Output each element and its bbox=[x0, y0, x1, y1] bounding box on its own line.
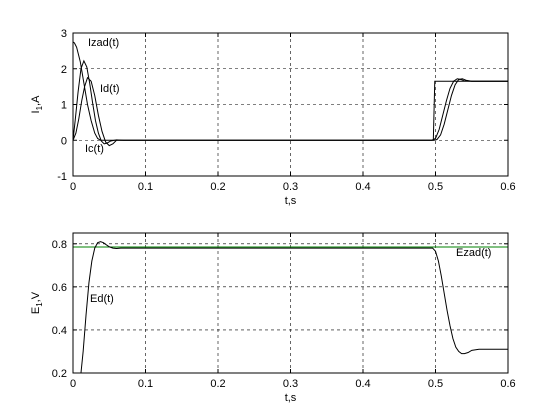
x-tick-label: 0.2 bbox=[210, 181, 225, 193]
x-tick-label: 0 bbox=[70, 378, 76, 390]
y-tick-label: 3 bbox=[61, 28, 67, 40]
series-line-izadt bbox=[72, 41, 508, 141]
y-tick-label: 0.2 bbox=[52, 368, 67, 380]
x-tick-label: 0.1 bbox=[138, 378, 153, 390]
x-tick-label: 0.3 bbox=[283, 181, 298, 193]
y-tick-label: -1 bbox=[57, 171, 67, 183]
y-tick-label: 0.8 bbox=[52, 239, 67, 251]
y-axis-label: E1,V bbox=[30, 291, 44, 314]
y-tick-label: 0.6 bbox=[52, 282, 67, 294]
series-line-edt bbox=[80, 241, 508, 374]
x-tick-label: 0.6 bbox=[500, 378, 515, 390]
annotation-izadt: Izad(t) bbox=[88, 37, 119, 49]
y-tick-label: 0.4 bbox=[52, 325, 67, 337]
y-axis-label: I1,A bbox=[30, 95, 44, 114]
y-tick-label: 0 bbox=[61, 135, 67, 147]
x-axis-label: t,s bbox=[285, 195, 297, 207]
top-current-plot: 0 0.1 0.2 0.3 0.4 0.5 0.6-10123t,sI1,AIzad(t)I… bbox=[30, 28, 516, 207]
y-tick-label: 1 bbox=[61, 100, 67, 112]
x-tick-label: 0 bbox=[70, 181, 76, 193]
x-tick-label: 0.3 bbox=[283, 378, 298, 390]
bottom-voltage-plot: 0 0.1 0.2 0.3 0.4 0.5 0.6 0.2 0.4 0.6 0.8 t,s E1,V Ez… bbox=[30, 232, 516, 404]
annotation-edt: Ed(t) bbox=[90, 293, 114, 305]
x-axis-label: t,s bbox=[285, 392, 297, 404]
y-tick-label: 2 bbox=[61, 64, 67, 76]
x-tick-label: 0.4 bbox=[355, 181, 370, 193]
x-tick-label: 0.5 bbox=[428, 181, 443, 193]
annotation-ict: Ic(t) bbox=[85, 143, 104, 155]
x-tick-label: 0.2 bbox=[210, 378, 225, 390]
x-tick-label: 0.1 bbox=[138, 181, 153, 193]
x-tick-label: 0.4 bbox=[355, 378, 370, 390]
x-tick-label: 0.5 bbox=[428, 378, 443, 390]
series-line-ict bbox=[72, 76, 508, 147]
annotation-idt: Id(t) bbox=[100, 83, 120, 95]
annotation-ezadt: Ezad(t) bbox=[456, 247, 491, 259]
x-tick-label: 0.6 bbox=[500, 181, 515, 193]
